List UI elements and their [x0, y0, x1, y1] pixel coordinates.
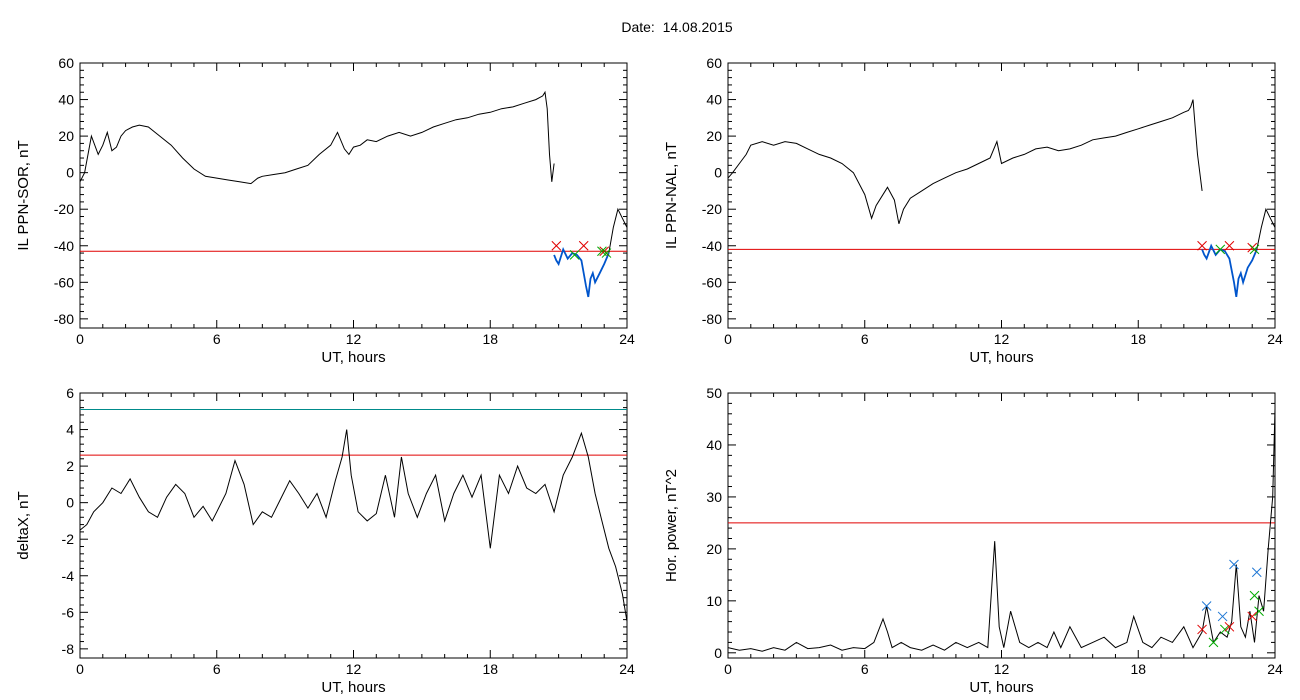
y-tick-label: 0 [66, 495, 74, 511]
y-tick-label: -4 [62, 568, 75, 584]
x-tick-label: 6 [213, 331, 221, 347]
cross-marker [1229, 559, 1239, 570]
y-tick-label: -20 [54, 201, 74, 217]
series-line [608, 207, 628, 254]
plot-frame [79, 62, 628, 329]
y-tick-label: -60 [54, 274, 74, 290]
chart-sor: 0 6 12 18 24 -80 -60 -40 -20 0 20 40 60 UT, hours IL P… [15, 55, 635, 366]
y-axis-label: deltaX, nT [15, 491, 32, 559]
cross-marker [1249, 244, 1260, 255]
y-tick-label: 40 [706, 92, 722, 108]
x-tick-label: 18 [1130, 331, 1146, 347]
cross-marker [1224, 621, 1235, 632]
x-axis-label: UT, hours [321, 349, 385, 366]
x-tick-label: 18 [482, 331, 498, 347]
y-tick-label: 4 [66, 422, 74, 438]
x-tick-label: 12 [994, 661, 1010, 677]
y-tick-label: 30 [706, 489, 722, 505]
x-tick-label: 6 [861, 661, 869, 677]
series-line [79, 90, 555, 185]
cross-marker [1197, 240, 1207, 251]
x-tick-label: 24 [1267, 331, 1283, 347]
series-line [1256, 207, 1276, 250]
cross-marker [1247, 611, 1258, 622]
x-tick-label: 0 [76, 661, 84, 677]
y-tick-label: -40 [54, 238, 74, 254]
y-tick-label: 0 [66, 165, 74, 181]
plot-frame [79, 392, 628, 659]
cross-marker [1217, 611, 1228, 622]
x-tick-label: 24 [619, 331, 635, 347]
y-tick-label: 6 [66, 385, 74, 401]
x-axis-label: UT, hours [321, 679, 385, 696]
y-tick-label: 20 [706, 128, 722, 144]
cross-marker [551, 240, 562, 251]
x-tick-label: 0 [76, 331, 84, 347]
series-line [79, 429, 628, 622]
series-line [1201, 243, 1258, 298]
chart-nal: 0 6 12 18 24 -80 -60 -40 -20 0 20 40 60 UT, hours IL P… [663, 55, 1283, 366]
x-tick-label: 18 [482, 661, 498, 677]
y-axis-label: Hor. power, nT^2 [663, 469, 680, 582]
series-line [553, 246, 610, 298]
x-axis-label: UT, hours [969, 679, 1033, 696]
x-tick-label: 12 [346, 331, 362, 347]
x-tick-label: 24 [1267, 661, 1283, 677]
series-line [727, 408, 1276, 652]
y-tick-label: 2 [66, 458, 74, 474]
cross-marker [1215, 244, 1226, 255]
cross-marker [601, 248, 612, 258]
y-tick-label: -80 [702, 311, 722, 327]
cross-marker [1249, 590, 1260, 601]
y-tick-label: -80 [54, 311, 74, 327]
plot-frame [727, 392, 1276, 659]
y-axis-label: IL PPN-NAL, nT [663, 142, 680, 249]
y-tick-label: 50 [706, 385, 722, 401]
y-tick-label: -6 [62, 604, 75, 620]
cross-marker [1208, 637, 1219, 648]
y-tick-label: -40 [702, 238, 722, 254]
cross-marker [1201, 601, 1212, 611]
y-tick-label: -2 [62, 531, 75, 547]
x-tick-label: 0 [724, 331, 732, 347]
x-tick-label: 24 [619, 661, 635, 677]
cross-marker [1251, 567, 1262, 578]
x-tick-label: 12 [994, 331, 1010, 347]
cross-marker [1197, 624, 1207, 635]
x-tick-label: 18 [1130, 661, 1146, 677]
cross-marker [1220, 624, 1230, 635]
x-tick-label: 12 [346, 661, 362, 677]
y-tick-label: -8 [62, 641, 75, 657]
y-tick-label: 20 [706, 541, 722, 557]
x-axis-label: UT, hours [969, 349, 1033, 366]
cross-marker [569, 250, 580, 260]
cross-marker [1224, 240, 1235, 251]
x-tick-label: 6 [213, 661, 221, 677]
y-axis-label: IL PPN-SOR, nT [15, 140, 32, 250]
figure-title: Date: 14.08.2015 [621, 19, 733, 35]
y-tick-label: -60 [702, 274, 722, 290]
y-tick-label: 20 [58, 128, 74, 144]
y-tick-label: 0 [714, 165, 722, 181]
x-tick-label: 6 [861, 331, 869, 347]
y-tick-label: 40 [706, 437, 722, 453]
cross-marker [1254, 606, 1264, 617]
y-tick-label: 60 [58, 55, 74, 71]
chart-horpower: 0 6 12 18 24 0 10 20 30 40 50 UT, hours Hor. power, … [663, 385, 1283, 696]
cross-marker [578, 240, 589, 251]
y-tick-label: 10 [706, 593, 722, 609]
x-tick-label: 0 [724, 661, 732, 677]
y-tick-label: 60 [706, 55, 722, 71]
y-tick-label: -20 [702, 201, 722, 217]
y-tick-label: 40 [58, 92, 74, 108]
y-tick-label: 0 [714, 645, 722, 661]
series-line [727, 99, 1203, 224]
